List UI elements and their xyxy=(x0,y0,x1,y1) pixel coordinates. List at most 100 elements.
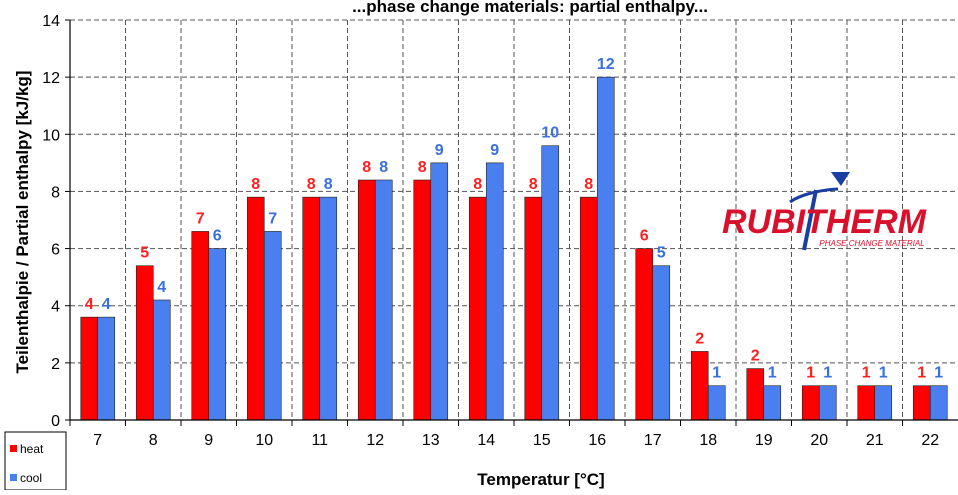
bar-cool-12 xyxy=(374,179,393,421)
data-label-heat-21: 1 xyxy=(862,365,871,382)
bar-heat-7 xyxy=(80,316,99,421)
bar-heat-11 xyxy=(302,196,321,421)
data-label-heat-20: 1 xyxy=(806,365,815,382)
logo-text: RUBITHERM xyxy=(722,203,927,241)
data-label-cool-16: 12 xyxy=(597,56,615,73)
bar-cool-8 xyxy=(152,299,171,421)
x-tick-label: 20 xyxy=(810,432,828,449)
y-tick-label: 14 xyxy=(42,13,60,30)
data-label-heat-15: 8 xyxy=(529,176,538,193)
bar-heat-8 xyxy=(135,265,154,421)
x-tick-label: 18 xyxy=(699,432,717,449)
data-label-cool-20: 1 xyxy=(823,365,832,382)
data-label-cool-13: 9 xyxy=(435,142,444,159)
y-tick-label: 8 xyxy=(51,184,60,201)
x-tick-label: 19 xyxy=(755,432,773,449)
data-label-heat-19: 2 xyxy=(751,348,760,365)
y-tick-label: 6 xyxy=(51,242,60,259)
x-tick-label: 8 xyxy=(149,432,158,449)
data-label-heat-14: 8 xyxy=(473,176,482,193)
bar-cool-16 xyxy=(596,76,615,421)
bar-heat-21 xyxy=(857,385,876,421)
x-tick-label: 16 xyxy=(588,432,606,449)
bar-cool-9 xyxy=(208,248,227,421)
bar-cool-14 xyxy=(485,162,504,421)
bar-heat-9 xyxy=(191,231,210,421)
data-label-cool-22: 1 xyxy=(934,365,943,382)
rubitherm-logo: RUBITHERM PHASE CHANGE MATERIAL xyxy=(722,172,927,251)
x-tick-label: 15 xyxy=(533,432,551,449)
bar-cool-20 xyxy=(818,385,837,421)
axes xyxy=(65,19,958,426)
bar-heat-20 xyxy=(801,385,820,421)
data-label-cool-18: 1 xyxy=(712,365,721,382)
bar-cool-17 xyxy=(652,265,671,421)
bar-heat-13 xyxy=(413,179,432,421)
data-label-heat-16: 8 xyxy=(584,176,593,193)
data-label-cool-8: 4 xyxy=(157,279,166,296)
bar-cool-7 xyxy=(97,316,116,421)
logo-t-stem xyxy=(802,189,818,251)
data-label-cool-14: 9 xyxy=(490,142,499,159)
x-tick-label: 14 xyxy=(477,432,495,449)
data-label-cool-17: 5 xyxy=(657,245,666,262)
data-label-heat-11: 8 xyxy=(307,176,316,193)
y-tick-label: 12 xyxy=(42,70,60,87)
legend-label-heat: heat xyxy=(20,442,44,456)
data-label-heat-7: 4 xyxy=(85,296,94,313)
x-tick-label: 9 xyxy=(204,432,213,449)
bar-cool-10 xyxy=(263,231,282,421)
bar-heat-10 xyxy=(246,196,265,421)
bar-cool-15 xyxy=(541,145,560,421)
logo-swoosh-mark xyxy=(789,187,839,204)
data-label-heat-18: 2 xyxy=(695,330,704,347)
bar-cool-11 xyxy=(319,196,338,421)
data-label-heat-22: 1 xyxy=(917,365,926,382)
data-label-cool-19: 1 xyxy=(768,365,777,382)
bar-heat-18 xyxy=(690,351,709,421)
bar-heat-19 xyxy=(746,368,765,421)
chart-title: ...phase change materials: partial entha… xyxy=(352,0,708,16)
bar-heat-15 xyxy=(524,196,543,421)
bar-heat-22 xyxy=(912,385,931,421)
x-tick-label: 17 xyxy=(644,432,662,449)
bars xyxy=(80,76,948,421)
bar-cool-18 xyxy=(707,385,726,421)
data-label-cool-11: 8 xyxy=(324,176,333,193)
y-tick-label: 2 xyxy=(51,356,60,373)
x-tick-label: 22 xyxy=(921,432,939,449)
bar-cool-21 xyxy=(874,385,893,421)
logo-t-top xyxy=(831,172,850,186)
data-label-cool-21: 1 xyxy=(879,365,888,382)
x-axis-label: Temperatur [°C] xyxy=(477,470,604,489)
x-tick-label: 12 xyxy=(366,432,384,449)
legend-swatch-cool xyxy=(10,474,17,481)
x-tick-label: 13 xyxy=(422,432,440,449)
legend-label-cool: cool xyxy=(20,471,42,485)
legend-swatch-heat xyxy=(10,445,17,452)
y-tick-label: 10 xyxy=(42,127,60,144)
bar-heat-17 xyxy=(635,248,654,421)
data-label-cool-15: 10 xyxy=(541,125,559,142)
x-tick-label: 21 xyxy=(866,432,884,449)
bar-heat-16 xyxy=(579,196,598,421)
y-tick-label: 4 xyxy=(51,299,60,316)
bar-cool-13 xyxy=(430,162,449,421)
data-label-heat-8: 5 xyxy=(140,245,149,262)
bar-heat-14 xyxy=(468,196,487,421)
data-label-cool-10: 7 xyxy=(268,210,277,227)
data-label-heat-12: 8 xyxy=(362,159,371,176)
y-tick-label: 0 xyxy=(51,413,60,430)
data-label-heat-10: 8 xyxy=(251,176,260,193)
data-label-cool-12: 8 xyxy=(379,159,388,176)
data-label-heat-13: 8 xyxy=(418,159,427,176)
bar-cool-19 xyxy=(763,385,782,421)
x-tick-label: 10 xyxy=(255,432,273,449)
logo-subtitle: PHASE CHANGE MATERIAL xyxy=(819,239,924,248)
x-tick-label: 7 xyxy=(93,432,102,449)
data-label-heat-9: 7 xyxy=(196,210,205,227)
